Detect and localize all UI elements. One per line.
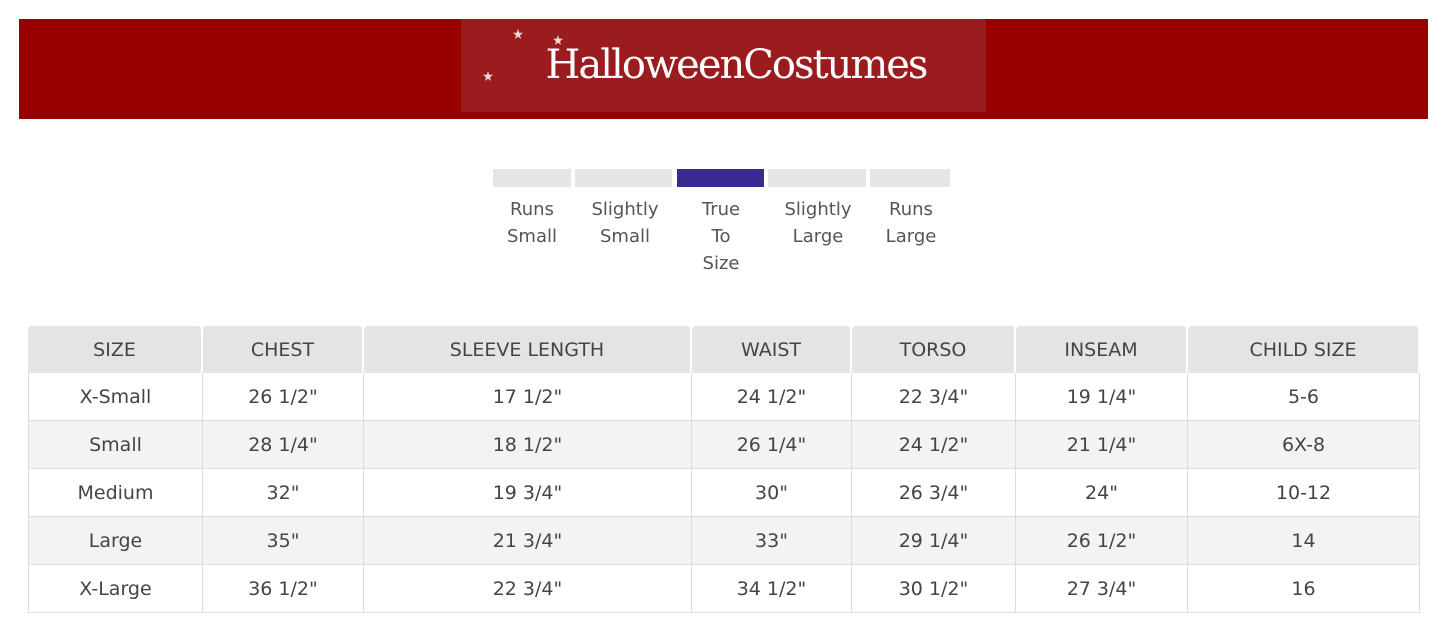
table-cell: 21 1/4" bbox=[1016, 421, 1188, 469]
column-header: TORSO bbox=[852, 326, 1016, 373]
fit-label: Slightly Small bbox=[591, 199, 659, 247]
table-row: X-Small 26 1/2" 17 1/2" 24 1/2" 22 3/4" 19 1/… bbox=[28, 373, 1420, 421]
table-cell: 26 1/2" bbox=[1016, 517, 1188, 565]
column-header: SLEEVE LENGTH bbox=[364, 326, 692, 373]
logo[interactable]: HalloweenCostumes bbox=[461, 19, 986, 112]
table-cell: 6X-8 bbox=[1188, 421, 1420, 469]
column-header: INSEAM bbox=[1016, 326, 1188, 373]
table-cell: 19 1/4" bbox=[1016, 373, 1188, 421]
table-cell: 27 3/4" bbox=[1016, 565, 1188, 613]
table-cell: 19 3/4" bbox=[364, 469, 692, 517]
table-row: X-Large 36 1/2" 22 3/4" 34 1/2" 30 1/2" 27 3/… bbox=[28, 565, 1420, 613]
fit-segment-slightly-small bbox=[575, 169, 672, 187]
column-header: SIZE bbox=[28, 326, 203, 373]
header-banner: HalloweenCostumes bbox=[19, 19, 1428, 119]
fit-label: Runs Small bbox=[507, 199, 557, 247]
table-cell: Medium bbox=[28, 469, 203, 517]
fit-label: Runs Large bbox=[885, 199, 937, 247]
column-header: CHEST bbox=[203, 326, 364, 373]
table-cell: Large bbox=[28, 517, 203, 565]
table-cell: 34 1/2" bbox=[692, 565, 852, 613]
fit-segment-true-to-size bbox=[677, 169, 764, 187]
star-icon bbox=[553, 35, 563, 45]
table-cell: 17 1/2" bbox=[364, 373, 692, 421]
table-cell: 14 bbox=[1188, 517, 1420, 565]
fit-label: True To Size bbox=[701, 199, 741, 274]
table-cell: 21 3/4" bbox=[364, 517, 692, 565]
table-cell: 32" bbox=[203, 469, 364, 517]
table-cell: 26 1/2" bbox=[203, 373, 364, 421]
fit-segment-runs-large bbox=[870, 169, 950, 187]
table-cell: 33" bbox=[692, 517, 852, 565]
table-cell: Small bbox=[28, 421, 203, 469]
fit-segment-runs-small bbox=[493, 169, 571, 187]
fit-segment-slightly-large bbox=[768, 169, 866, 187]
table-row: Large 35" 21 3/4" 33" 29 1/4" 26 1/2" 14 bbox=[28, 517, 1420, 565]
table-cell: 28 1/4" bbox=[203, 421, 364, 469]
table-cell: 22 3/4" bbox=[364, 565, 692, 613]
table-cell: 30 1/2" bbox=[852, 565, 1016, 613]
table-cell: 10-12 bbox=[1188, 469, 1420, 517]
column-header: WAIST bbox=[692, 326, 852, 373]
table-cell: 22 3/4" bbox=[852, 373, 1016, 421]
table-cell: 26 3/4" bbox=[852, 469, 1016, 517]
table-cell: 16 bbox=[1188, 565, 1420, 613]
table-cell: 26 1/4" bbox=[692, 421, 852, 469]
table-row: Small 28 1/4" 18 1/2" 26 1/4" 24 1/2" 21 1/4"… bbox=[28, 421, 1420, 469]
table-cell: 24 1/2" bbox=[692, 373, 852, 421]
star-icon bbox=[513, 29, 523, 39]
fit-label: Slightly Large bbox=[784, 199, 852, 247]
logo-text: HalloweenCostumes bbox=[545, 42, 929, 88]
table-cell: 36 1/2" bbox=[203, 565, 364, 613]
column-header: CHILD SIZE bbox=[1188, 326, 1420, 373]
table-cell: 24" bbox=[1016, 469, 1188, 517]
table-row: Medium 32" 19 3/4" 30" 26 3/4" 24" 10-12 bbox=[28, 469, 1420, 517]
table-cell: 30" bbox=[692, 469, 852, 517]
table-cell: X-Large bbox=[28, 565, 203, 613]
table-cell: 5-6 bbox=[1188, 373, 1420, 421]
table-cell: 35" bbox=[203, 517, 364, 565]
table-cell: 29 1/4" bbox=[852, 517, 1016, 565]
table-cell: 24 1/2" bbox=[852, 421, 1016, 469]
size-chart-table: SIZE CHEST SLEEVE LENGTH WAIST TORSO INSEAM CH… bbox=[28, 326, 1420, 613]
table-cell: 18 1/2" bbox=[364, 421, 692, 469]
star-icon bbox=[483, 71, 493, 81]
table-cell: X-Small bbox=[28, 373, 203, 421]
